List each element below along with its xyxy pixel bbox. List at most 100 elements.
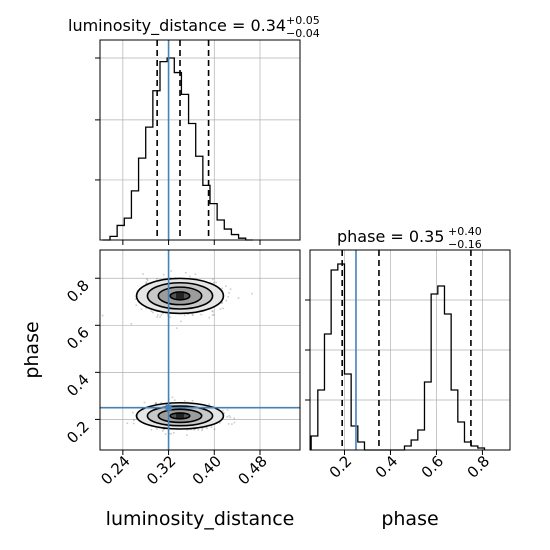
scatter-point xyxy=(229,288,232,291)
scatter-point xyxy=(200,313,202,316)
scatter-ylabel: phase xyxy=(21,321,43,378)
scatter-ytick-label-3: 0.8 xyxy=(63,276,93,306)
scatter-point xyxy=(147,279,149,282)
scatter-point xyxy=(213,281,215,284)
scatter-point xyxy=(169,316,171,318)
scatter-point xyxy=(175,327,178,329)
phase-title-plus: +0.40 xyxy=(448,225,482,238)
scatter-point xyxy=(225,299,228,302)
scatter-point xyxy=(215,281,217,284)
scatter-point xyxy=(211,314,214,316)
scatter-point xyxy=(157,314,159,316)
scatter-point xyxy=(184,272,187,274)
scatter-point xyxy=(145,307,148,310)
scatter-point xyxy=(170,432,172,435)
scatter-point xyxy=(223,412,225,414)
scatter-density-core-1 xyxy=(176,412,184,419)
scatter-point xyxy=(229,416,232,419)
scatter-point xyxy=(228,292,230,294)
scatter-point xyxy=(208,403,210,406)
scatter-xtick-label-0: 0.24 xyxy=(97,452,133,488)
scatter-point xyxy=(206,427,208,430)
scatter-point xyxy=(162,273,165,276)
scatter-point xyxy=(201,429,203,432)
scatter-point xyxy=(160,314,163,316)
scatter-contour-1-1 xyxy=(146,405,214,427)
phase-histogram-step xyxy=(310,263,486,451)
scatter-xtick-label-1: 0.32 xyxy=(143,452,179,488)
scatter-point xyxy=(131,411,134,414)
scatter-ytick-label-2: 0.6 xyxy=(63,323,93,353)
scatter-point xyxy=(146,278,148,280)
scatter-contour-0-3 xyxy=(169,291,191,301)
scatter-point xyxy=(143,401,146,404)
scatter-point xyxy=(170,276,172,279)
scatter-point xyxy=(193,428,196,431)
scatter-point xyxy=(227,296,230,298)
phase-title: phase = 0.35 xyxy=(337,227,444,246)
scatter-ytick-label-1: 0.4 xyxy=(63,370,93,400)
scatter-point xyxy=(226,409,229,411)
phase-hist-xtick-label-3: 0.8 xyxy=(464,452,494,482)
scatter-point xyxy=(155,402,157,405)
luminosity-distance-title-minus: −0.04 xyxy=(286,27,320,40)
scatter-point xyxy=(221,302,223,304)
scatter-point xyxy=(211,278,214,281)
scatter-point xyxy=(210,426,213,428)
scatter-point xyxy=(152,311,154,314)
scatter-point xyxy=(191,314,194,317)
scatter-point xyxy=(205,426,208,429)
scatter-point xyxy=(142,273,144,275)
scatter-point xyxy=(133,419,135,422)
scatter-point xyxy=(159,316,161,318)
scatter-point xyxy=(162,430,164,432)
scatter-xtick-label-3: 0.48 xyxy=(234,452,270,488)
phase-histogram-panel: 0.2 0.4 0.6 0.8 phase = 0.35 +0.40 −0.16 ph… xyxy=(305,225,511,530)
phase-hist-xtick-label-1: 0.4 xyxy=(372,452,402,482)
scatter-point xyxy=(183,314,186,317)
scatter-contour-0-0 xyxy=(135,277,225,315)
scatter-point xyxy=(221,287,224,290)
scatter-point xyxy=(197,429,200,431)
scatter-contour-0-2 xyxy=(157,286,203,306)
scatter-point xyxy=(126,422,129,425)
scatter-ytick-label-0: 0.2 xyxy=(63,418,93,448)
luminosity-distance-histogram-step xyxy=(102,57,253,241)
luminosity-distance-title: luminosity_distance = 0.34 xyxy=(68,16,286,36)
scatter-point xyxy=(228,415,230,417)
scatter-point xyxy=(130,323,133,325)
scatter-point xyxy=(211,309,214,312)
scatter-point xyxy=(180,320,182,323)
scatter-point xyxy=(233,417,236,420)
scatter-point xyxy=(220,301,223,304)
scatter-contour-1-3 xyxy=(169,412,191,420)
scatter-point xyxy=(213,314,215,316)
scatter-point xyxy=(171,396,174,399)
scatter-point xyxy=(231,423,233,425)
scatter-point xyxy=(145,282,148,285)
scatter-point xyxy=(164,433,167,435)
scatter-point xyxy=(170,270,173,272)
scatter-panel: 0.24 0.32 0.40 0.48 0.2 0.4 0.6 0.8 luminosity_… xyxy=(21,249,301,530)
scatter-point xyxy=(162,312,164,315)
scatter-point xyxy=(191,313,194,315)
scatter-point xyxy=(150,428,153,431)
phase-hist-xtick-label-0: 0.2 xyxy=(326,452,356,482)
scatter-point xyxy=(219,308,222,310)
scatter-xlabel: luminosity_distance xyxy=(106,508,295,530)
scatter-point xyxy=(208,316,211,319)
scatter-point xyxy=(134,298,137,300)
phase-title-minus: −0.16 xyxy=(448,238,482,251)
scatter-contour-1-2 xyxy=(157,408,203,424)
scatter-point xyxy=(186,434,188,436)
scatter-point xyxy=(183,400,186,402)
scatter-point xyxy=(101,314,104,317)
scatter-point xyxy=(156,428,158,430)
scatter-point xyxy=(222,307,224,310)
scatter-point xyxy=(154,403,157,405)
scatter-point xyxy=(156,278,158,280)
scatter-point xyxy=(145,282,148,285)
scatter-point xyxy=(150,310,153,312)
scatter-point xyxy=(186,313,189,316)
scatter-point xyxy=(163,428,165,431)
